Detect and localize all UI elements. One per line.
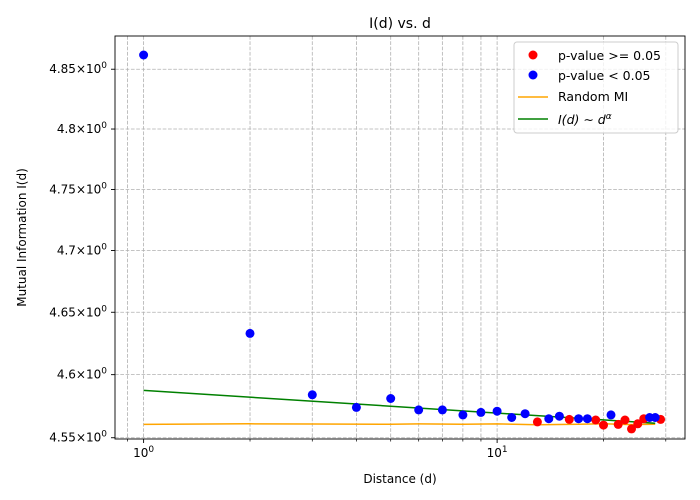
scatter-point-p-high [620, 415, 630, 425]
x-tick-label: 101 [487, 445, 508, 460]
y-axis-label: Mutual Information I(d) [15, 168, 29, 307]
y-axis-ticks: 4.55×100 4.6×100 4.65×100 4.7×100 4.75×100 4.… [49, 61, 115, 445]
scatter-point-p-high [591, 415, 601, 425]
x-tick-label: 100 [133, 445, 154, 460]
legend-label-random-mi: Random MI [558, 89, 628, 104]
scatter-point-p-high [613, 419, 623, 429]
scatter-point-p-low [307, 390, 317, 400]
y-tick-label: 4.7×100 [57, 243, 107, 258]
scatter-point-p-low [582, 414, 592, 424]
y-tick-label: 4.65×100 [49, 304, 107, 319]
scatter-point-p-low [458, 410, 468, 420]
legend-label-fit: I(d) ∼ dα [558, 112, 612, 127]
plot-area [139, 50, 666, 434]
legend-label-p-high: p-value >= 0.05 [558, 48, 661, 63]
scatter-point-p-low [492, 406, 502, 416]
scatter-point-p-low [507, 413, 517, 422]
x-axis-label: Distance (d) [363, 472, 436, 486]
scatter-point-p-low [574, 414, 584, 424]
scatter-point-p-low [245, 328, 255, 338]
scatter-point-p-low [414, 405, 424, 415]
scatter-point-p-low [544, 414, 554, 424]
chart-title: I(d) vs. d [369, 16, 431, 32]
y-tick-label: 4.75×100 [49, 181, 107, 196]
scatter-point-p-low [476, 407, 486, 417]
scatter-point-p-high [627, 424, 636, 434]
scatter-point-p-low [554, 411, 564, 421]
y-tick-label: 4.6×100 [57, 367, 107, 382]
legend: p-value >= 0.05 p-value < 0.05 Random MI… [513, 41, 679, 134]
y-tick-label: 4.8×100 [57, 121, 107, 136]
y-tick-label: 4.85×100 [49, 61, 107, 76]
scatter-point-p-high [599, 420, 608, 430]
legend-marker-p-low [528, 70, 538, 80]
plot-frame [114, 35, 686, 440]
random-mi-line [143, 423, 656, 426]
legend-label-p-low: p-value < 0.05 [558, 68, 651, 83]
legend-marker-p-high [528, 50, 538, 60]
x-axis-ticks: 100 101 [127, 439, 667, 460]
scatter-point-p-low [650, 413, 660, 422]
scatter-point-p-low [351, 402, 361, 412]
scatter-point-p-low [437, 405, 447, 415]
scatter-point-p-high [532, 417, 542, 427]
legend-box [513, 41, 679, 134]
scatter-point-p-high [633, 419, 643, 429]
scatter-point-p-high [564, 414, 574, 424]
y-tick-label: 4.55×100 [49, 430, 107, 445]
scatter-point-p-low [606, 410, 616, 420]
scatter-point-p-low [386, 394, 396, 403]
scatter-point-p-low [520, 409, 530, 419]
scatter-point-p-low [139, 50, 149, 60]
